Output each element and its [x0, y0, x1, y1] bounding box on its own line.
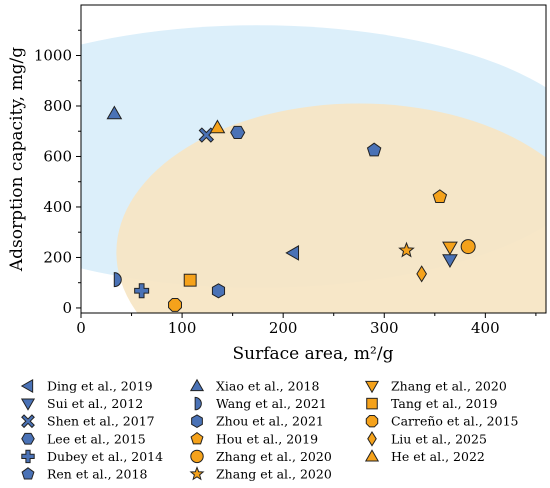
y-tick-label: 400	[43, 198, 72, 216]
x-tick-label: 200	[269, 319, 298, 337]
x-axis-ticks: 0 100 200 300 400	[76, 313, 537, 337]
data-point	[209, 119, 226, 134]
y-axis-ticks: 0 200 400 600 800 1000	[34, 29, 81, 317]
legend-label: Hou et al., 2019	[216, 431, 318, 446]
legend-marker	[364, 380, 380, 394]
y-tick-label: 200	[43, 248, 72, 266]
legend-marker	[190, 431, 204, 445]
legend-marker	[189, 466, 205, 481]
legend-label: Lee et al., 2015	[47, 431, 146, 446]
shaded-regions	[81, 25, 546, 313]
x-tick-label: 100	[168, 319, 197, 337]
legend-label: Xiao et al., 2018	[216, 379, 319, 394]
data-point	[432, 189, 448, 204]
legend-label: Zhou et al., 2021	[216, 414, 324, 429]
x-tick-label: 300	[370, 319, 399, 337]
data-point	[366, 142, 382, 157]
y-tick-label: 1000	[34, 46, 72, 64]
legend-marker	[21, 449, 35, 464]
data-point	[285, 245, 300, 261]
data-point	[442, 241, 458, 256]
x-axis-label: Surface area, m²/g	[233, 344, 394, 364]
data-point	[183, 273, 197, 287]
legend-marker	[366, 397, 378, 410]
legend-marker	[189, 378, 205, 392]
legend-label: Ren et al., 2018	[47, 467, 147, 482]
data-point	[211, 283, 226, 299]
plot-frame	[80, 4, 547, 314]
legend-marker	[21, 432, 35, 445]
data-points	[106, 105, 476, 312]
legend-label: Zhang et al., 2020	[216, 449, 332, 464]
legend-label: Wang et al., 2021	[216, 396, 327, 411]
x-tick-label: 0	[76, 319, 86, 337]
legend-marker	[190, 449, 204, 464]
data-point	[106, 105, 123, 120]
data-point	[460, 239, 476, 255]
legend-label: Zhang et al., 2020	[391, 379, 507, 394]
legend-label: Dubey et al., 2014	[47, 449, 163, 464]
y-tick-label: 600	[43, 147, 72, 165]
legend-marker	[21, 414, 35, 429]
legend-marker	[21, 467, 35, 480]
legend-label: Liu et al., 2025	[391, 431, 487, 446]
y-tick-label: 800	[43, 97, 72, 115]
legend-marker	[20, 378, 34, 394]
data-point	[134, 283, 150, 299]
legend-marker	[365, 414, 379, 428]
data-point	[198, 127, 215, 143]
legend-marker	[364, 449, 380, 462]
legend-label: Sui et al., 2012	[47, 396, 143, 411]
legend-marker	[367, 431, 377, 447]
legend-marker	[191, 414, 203, 428]
legend-marker	[194, 396, 202, 411]
data-point	[168, 297, 182, 312]
data-point	[398, 241, 415, 258]
data-point	[113, 272, 122, 288]
legend-label: Zhang et al., 2020	[216, 467, 332, 482]
orange-region	[116, 103, 546, 313]
legend: Ding et al., 2019 Sui et al., 2012 Shen et…	[20, 378, 519, 482]
y-tick-label: 0	[62, 299, 72, 317]
data-point	[416, 265, 428, 283]
legend-label: Ding et al., 2019	[47, 379, 153, 394]
legend-marker	[20, 398, 36, 411]
legend-label: Tang et al., 2019	[391, 396, 497, 411]
legend-label: He et al., 2022	[391, 449, 485, 464]
legend-label: Shen et al., 2017	[47, 414, 155, 429]
x-tick-label: 400	[471, 319, 500, 337]
data-point	[230, 125, 246, 140]
y-axis-label: Adsorption capacity, mg/g	[7, 47, 27, 272]
legend-label: Carreño et al., 2015	[391, 414, 519, 429]
